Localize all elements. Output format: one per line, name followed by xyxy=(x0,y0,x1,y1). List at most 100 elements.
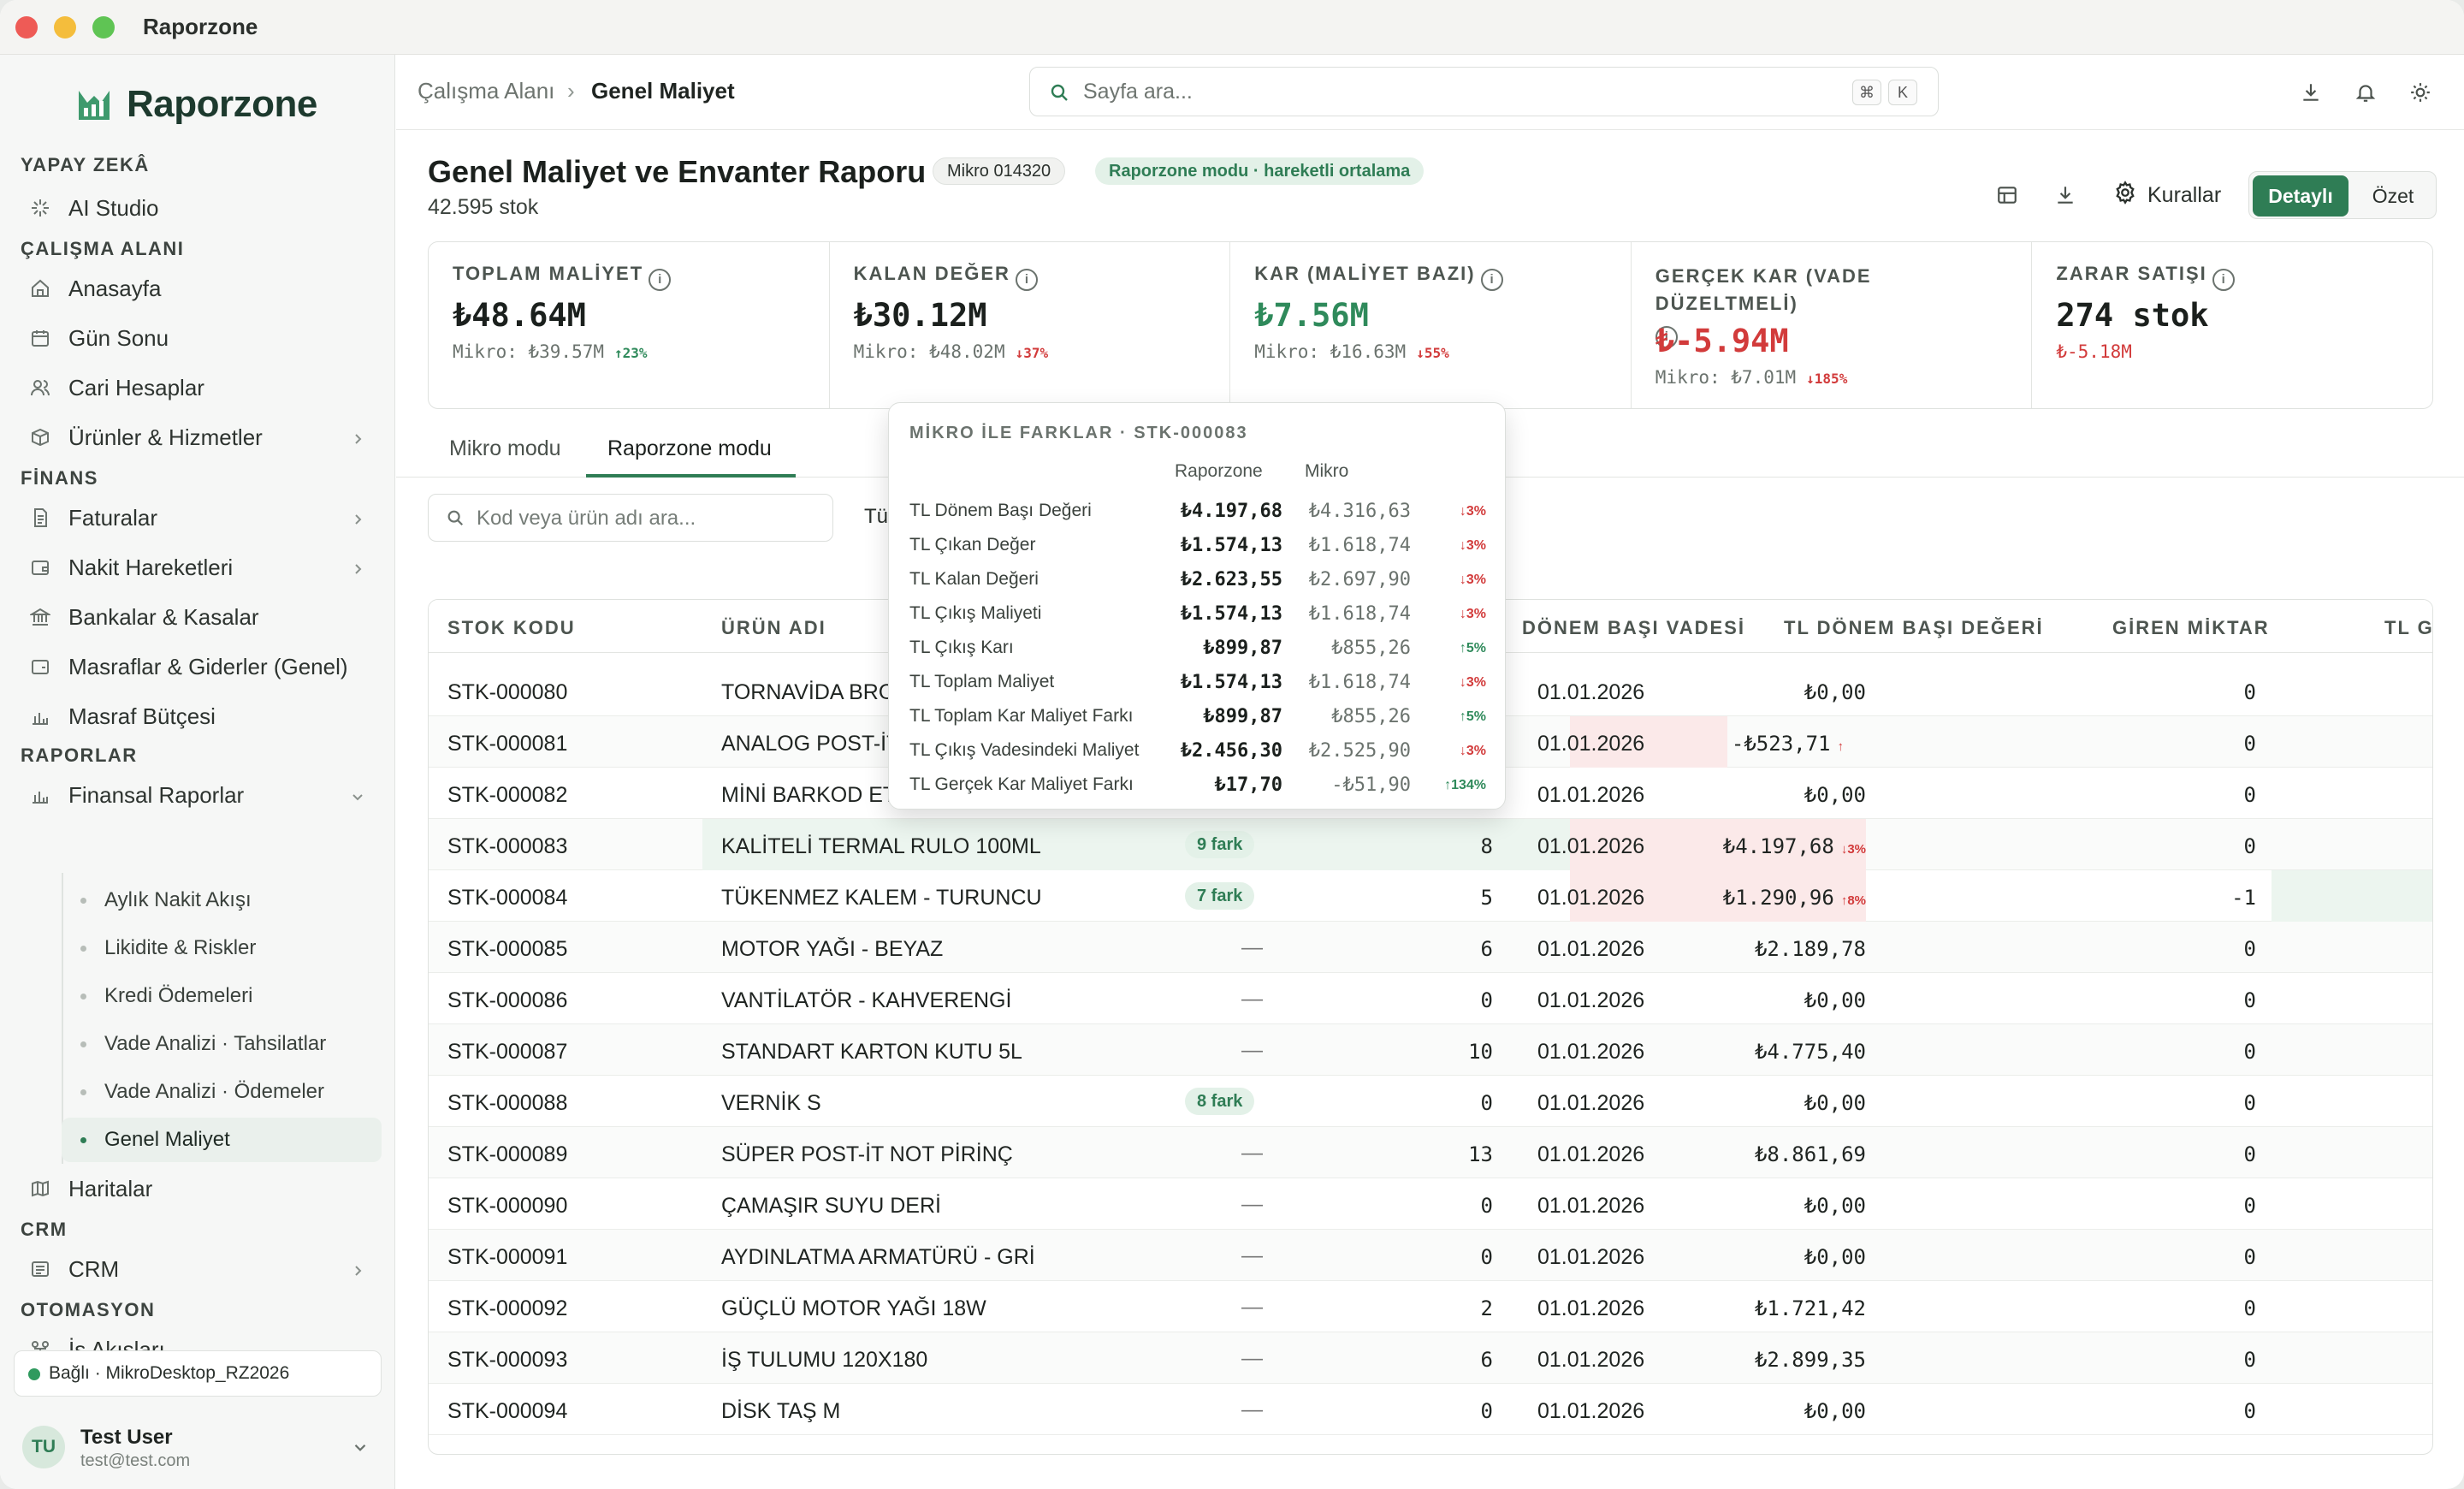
table-row[interactable]: STK-000083 KALİTELİ TERMAL RULO 100ML 9 fa… xyxy=(429,819,2432,870)
empty-dash: — xyxy=(1241,1141,1263,1165)
close-window-button[interactable] xyxy=(15,16,38,39)
table-row[interactable]: STK-000089 SÜPER POST-İT NOT PİRİNÇ — 13 01.… xyxy=(429,1127,2432,1178)
sidebar-item-products[interactable]: Ürünler & Hizmetler xyxy=(14,416,382,459)
sidebar-subitem-loan-payments[interactable]: Kredi Ödemeleri xyxy=(62,974,382,1018)
table-row[interactable]: STK-000092 GÜÇLÜ MOTOR YAĞI 18W — 2 01.01.20… xyxy=(429,1281,2432,1332)
info-icon[interactable]: i xyxy=(1480,268,1503,291)
info-icon[interactable]: i xyxy=(649,268,672,291)
cell-in-qty: 0 xyxy=(2243,1194,2256,1218)
app-logo[interactable]: Raporzone xyxy=(75,77,317,132)
avatar: TU xyxy=(22,1426,65,1468)
table-filter[interactable] xyxy=(428,494,833,542)
download-icon[interactable] xyxy=(2297,79,2325,106)
filter-input[interactable] xyxy=(477,505,819,532)
cell-product-name: VERNİK S xyxy=(721,1091,821,1115)
table-row[interactable]: STK-000084 TÜKENMEZ KALEM - TURUNCU 7 fark… xyxy=(429,870,2432,922)
table-row[interactable]: STK-000087 STANDART KARTON KUTU 5L — 10 01.0… xyxy=(429,1024,2432,1076)
sidebar-item-invoices[interactable]: Faturalar xyxy=(14,496,382,539)
cell-in-qty: 0 xyxy=(2243,1142,2256,1166)
logo-text: Raporzone xyxy=(127,83,317,125)
connection-status[interactable]: Bağlı · MikroDesktop_RZ2026 xyxy=(14,1350,382,1397)
bell-icon[interactable] xyxy=(2352,79,2379,106)
view-summary-button[interactable]: Özet xyxy=(2372,184,2414,207)
minimize-window-button[interactable] xyxy=(54,16,76,39)
diff-badge[interactable]: 8 fark xyxy=(1185,1088,1255,1115)
cell-opening-value: ₺2.899,35 xyxy=(1755,1348,1866,1372)
table-row[interactable]: STK-000086 VANTİLATÖR - KAHVERENGİ — 0 01.01… xyxy=(429,973,2432,1024)
cell-stock-code: STK-000080 xyxy=(447,680,568,704)
kpi-value: ₺-5.94M xyxy=(1655,323,1789,359)
bullet xyxy=(80,946,86,952)
theme-toggle-icon[interactable] xyxy=(2407,79,2434,106)
sidebar-subitem-general-cost[interactable]: Genel Maliyet xyxy=(62,1118,382,1162)
table-row[interactable]: STK-000094 DİSK TAŞ M — 0 01.01.2026 ₺0,00 0 xyxy=(429,1384,2432,1435)
tab-mikro-mode[interactable]: Mikro modu xyxy=(449,436,561,460)
sidebar-subitem-aging-collections[interactable]: Vade Analizi · Tahsilatlar xyxy=(62,1022,382,1066)
value-diff-flag: ↑8% xyxy=(1840,893,1866,908)
export-icon[interactable] xyxy=(2048,180,2082,211)
search-input[interactable] xyxy=(1083,78,1682,105)
cell-opening-value: ₺0,00 xyxy=(1804,1399,1866,1423)
sidebar-item-home[interactable]: Anasayfa xyxy=(14,267,382,310)
info-icon[interactable]: i xyxy=(1655,326,1678,348)
kpi-compare: ₺-5.18M xyxy=(2056,341,2132,362)
view-detailed-button[interactable]: Detaylı xyxy=(2253,175,2348,217)
table-view-icon[interactable] xyxy=(1990,180,2024,211)
cell-qty: 0 xyxy=(1480,1245,1493,1269)
cell-opening-term: 01.01.2026 xyxy=(1537,680,1645,704)
cell-stock-code: STK-000091 xyxy=(447,1245,568,1269)
table-row[interactable]: STK-000088 VERNİK S 8 fark 0 01.01.2026 ₺0,00… xyxy=(429,1076,2432,1127)
table-row[interactable]: STK-000093 İŞ TULUMU 120X180 — 6 01.01.2026 ₺… xyxy=(429,1332,2432,1384)
column-header-opening-term[interactable]: DÖNEM BAŞI VADESİ xyxy=(1522,617,1745,638)
tab-raporzone-mode[interactable]: Raporzone modu xyxy=(607,436,772,460)
cell-product-name: AYDINLATMA ARMATÜRÜ - GRİ xyxy=(721,1245,1035,1269)
document-icon xyxy=(29,507,51,529)
value-text: ₺0,00 xyxy=(1804,988,1866,1012)
sidebar-subitem-liquidity[interactable]: Likidite & Riskler xyxy=(62,926,382,970)
sidebar-subitem-label: Aylık Nakit Akışı xyxy=(104,888,252,911)
info-icon[interactable]: i xyxy=(2212,268,2235,291)
user-menu[interactable]: TU Test User test@test.com xyxy=(14,1412,382,1489)
table-row[interactable]: STK-000091 AYDINLATMA ARMATÜRÜ - GRİ — 0 01.… xyxy=(429,1230,2432,1281)
tooltip-mikro-value: ₺4.316,63 xyxy=(1308,501,1411,522)
page-search[interactable]: ⌘ K xyxy=(1029,67,1939,116)
sidebar-item-label: Cari Hesaplar xyxy=(68,374,204,400)
sidebar-item-day-end[interactable]: Gün Sonu xyxy=(14,317,382,359)
sidebar-subitem-monthly-cashflow[interactable]: Aylık Nakit Akışı xyxy=(62,878,382,922)
cell-product-name: ANALOG POST-İT xyxy=(721,732,900,756)
diff-badge[interactable]: 9 fark xyxy=(1185,831,1255,858)
crm-icon xyxy=(29,1258,51,1280)
column-header-product-name[interactable]: ÜRÜN ADI xyxy=(721,617,826,638)
cell-qty: 13 xyxy=(1468,1142,1493,1166)
diff-badge[interactable]: 7 fark xyxy=(1185,882,1255,910)
rules-button[interactable]: Kurallar xyxy=(2113,180,2221,211)
cell-product-name: GÜÇLÜ MOTOR YAĞI 18W xyxy=(721,1296,986,1320)
sidebar-item-budget[interactable]: Masraf Bütçesi xyxy=(14,695,382,738)
sidebar-item-cash-moves[interactable]: Nakit Hareketleri xyxy=(14,546,382,589)
sidebar-item-maps[interactable]: Haritalar xyxy=(14,1167,382,1210)
cell-opening-value: ₺4.775,40 xyxy=(1755,1040,1866,1064)
column-header-opening-value[interactable]: TL DÖNEM BAŞI DEĞERİ xyxy=(1784,617,2044,638)
maximize-window-button[interactable] xyxy=(92,16,115,39)
sidebar-item-ai-studio[interactable]: AI Studio xyxy=(14,187,382,229)
column-header-stock-code[interactable]: STOK KODU xyxy=(447,617,576,638)
sidebar-subitem-aging-payments[interactable]: Vade Analizi · Ödemeler xyxy=(62,1070,382,1114)
sidebar-item-expenses[interactable]: Masraflar & Giderler (Genel) xyxy=(14,645,382,688)
type-filter-select[interactable]: Tü xyxy=(864,505,889,528)
table-row[interactable]: STK-000082 MİNİ BARKOD ET 01.01.2026 ₺0,00 0 xyxy=(429,768,2432,819)
column-header-tl-in[interactable]: TL Gİ xyxy=(2384,617,2433,638)
wallet-icon xyxy=(29,556,51,578)
sidebar-item-accounts[interactable]: Cari Hesaplar xyxy=(14,366,382,409)
value-text: -₺523,71 xyxy=(1731,732,1831,756)
breadcrumb-workspace[interactable]: Çalışma Alanı xyxy=(418,78,555,104)
cell-qty: 6 xyxy=(1480,1348,1493,1372)
sidebar-item-crm[interactable]: CRM xyxy=(14,1248,382,1290)
sidebar-item-financial-reports[interactable]: Finansal Raporlar xyxy=(14,774,382,816)
info-icon[interactable]: i xyxy=(1015,268,1038,291)
column-header-in-qty[interactable]: GİREN MİKTAR xyxy=(2112,617,2270,638)
table-row[interactable]: STK-000090 ÇAMAŞIR SUYU DERİ — 0 01.01.2026 ₺… xyxy=(429,1178,2432,1230)
sidebar-item-banks[interactable]: Bankalar & Kasalar xyxy=(14,596,382,638)
mode-pill: Raporzone modu · hareketli ortalama xyxy=(1095,157,1424,185)
table-row[interactable]: STK-000085 MOTOR YAĞI - BEYAZ — 6 01.01.2026… xyxy=(429,922,2432,973)
active-tab-indicator xyxy=(586,474,796,478)
